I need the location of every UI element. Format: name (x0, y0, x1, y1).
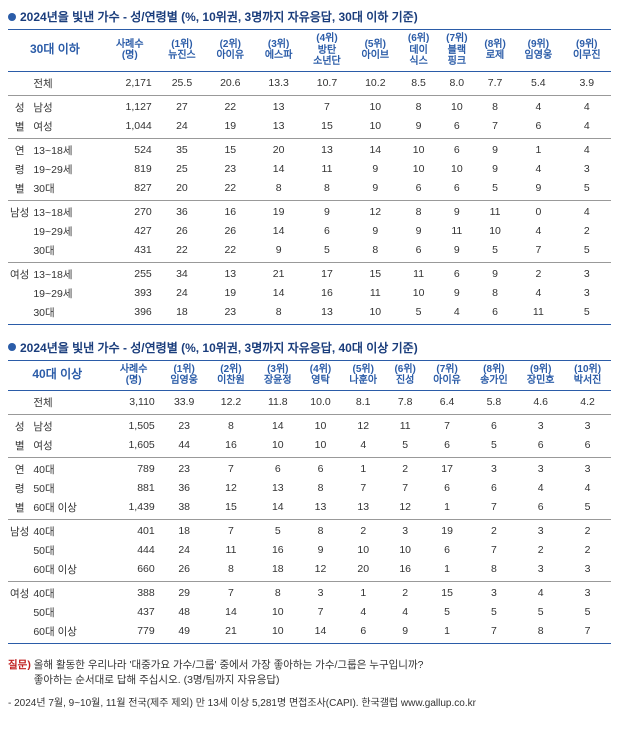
col-rank-10: (9위)이무진 (563, 30, 611, 72)
bullet-icon (8, 343, 16, 351)
question-line1: 올해 활동한 우리나라 '대중가요 가수/그룹' 중에서 가장 좋아하는 가수/… (34, 659, 424, 671)
col-rank-5: (5위)나훈아 (340, 360, 387, 390)
table-row: 남성13~18세270361619912891104 (8, 200, 611, 222)
col-rank-3: (3위)장윤정 (254, 360, 301, 390)
table-row: 연40대789237661217333 (8, 457, 611, 479)
col-rank-4: (4위)방탄소년단 (303, 30, 351, 72)
table-row: 여성40대388297831215343 (8, 581, 611, 603)
table-over40-title: 2024년을 빛낸 가수 - 성/연령별 (%, 10위권, 3명까지 자유응답… (8, 339, 611, 356)
table-row: 30대396182381310546115 (8, 303, 611, 325)
table-row: 19~29세427262614699111042 (8, 222, 611, 241)
table-under30: 30대 이하사례수(명)(1위)뉴진스(2위)아이유(3위)에스파(4위)방탄소… (8, 29, 611, 325)
table-row: 전체2,17125.520.613.310.710.28.58.07.75.43… (8, 71, 611, 95)
col-rank-10: (10위)박서진 (564, 360, 611, 390)
table-row: 50대444241116910106722 (8, 541, 611, 560)
table-row: 60대 이상660268181220161833 (8, 560, 611, 582)
table-row: 30대431222295869575 (8, 241, 611, 263)
table-row: 전체3,11033.912.211.810.08.17.86.45.84.64.… (8, 390, 611, 414)
table-over40: 40대 이상사례수(명)(1위)임영웅(2위)이찬원(3위)장윤정(4위)영탁(… (8, 360, 611, 644)
col-rank-2: (2위)아이유 (206, 30, 254, 72)
question-label: 질문) (8, 659, 31, 671)
table-under30-title: 2024년을 빛낸 가수 - 성/연령별 (%, 10위권, 3명까지 자유응답… (8, 8, 611, 25)
group-label: 30대 이하 (8, 30, 102, 72)
col-rank-7: (7위)아이유 (424, 360, 471, 390)
table-row: 별여성1,044241913151096764 (8, 117, 611, 139)
question-line2: 좋아하는 순서대로 답해 주십시오. (3명/팀까지 자유응답) (34, 674, 280, 686)
col-sample: 사례수(명) (107, 360, 161, 390)
col-sample: 사례수(명) (102, 30, 158, 72)
table-row: 별30대827202288966595 (8, 179, 611, 201)
col-rank-9: (9위)임영웅 (514, 30, 562, 72)
col-rank-6: (6위)진성 (387, 360, 424, 390)
table-row: 50대4374814107445555 (8, 603, 611, 622)
table-row: 령50대8813612138776644 (8, 479, 611, 498)
col-rank-9: (9위)장민호 (517, 360, 564, 390)
table-row: 별60대 이상1,4393815141313121765 (8, 498, 611, 520)
table-row: 별여성1,60544161010456566 (8, 436, 611, 458)
col-rank-1: (1위)임영웅 (161, 360, 208, 390)
table-row: 60대 이상77949211014691787 (8, 622, 611, 644)
question-block: 질문) 올해 활동한 우리나라 '대중가요 가수/그룹' 중에서 가장 좋아하는… (8, 658, 611, 688)
bullet-icon (8, 13, 16, 21)
table-row: 연13~18세5243515201314106914 (8, 138, 611, 160)
col-rank-5: (5위)아이브 (351, 30, 399, 72)
table-row: 여성13~18세2553413211715116923 (8, 262, 611, 284)
table-row: 령19~29세8192523141191010943 (8, 160, 611, 179)
col-rank-8: (8위)로제 (476, 30, 514, 72)
survey-footnote: - 2024년 7월, 9~10월, 11월 전국(제주 제외) 만 13세 이… (8, 694, 611, 709)
table-row: 성남성1,505238141012117633 (8, 414, 611, 436)
table-row: 19~29세3932419141611109843 (8, 284, 611, 303)
col-rank-2: (2위)이찬원 (208, 360, 255, 390)
col-rank-1: (1위)뉴진스 (158, 30, 206, 72)
col-rank-7: (7위)블랙핑크 (438, 30, 476, 72)
col-rank-6: (6위)데이식스 (399, 30, 437, 72)
table-row: 남성40대401187582319232 (8, 519, 611, 541)
table-row: 성남성1,127272213710810844 (8, 95, 611, 117)
col-rank-3: (3위)에스파 (254, 30, 302, 72)
col-rank-4: (4위)영탁 (301, 360, 340, 390)
col-rank-8: (8위)송가인 (470, 360, 517, 390)
group-label: 40대 이상 (8, 360, 107, 390)
